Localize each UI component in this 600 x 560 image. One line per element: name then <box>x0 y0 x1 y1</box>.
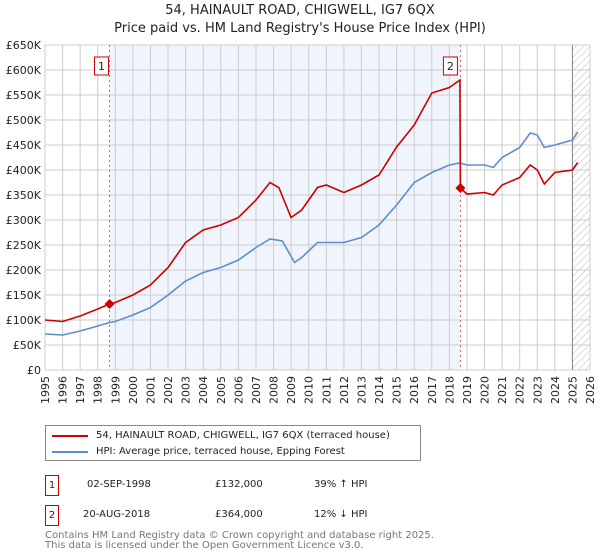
x-tick-label: 2005 <box>215 376 228 404</box>
y-tick-label: £600K <box>6 64 42 77</box>
sale-point-marker <box>455 183 466 193</box>
transaction-hpi: 39% ↑ HPI <box>314 479 368 490</box>
ownership-shade <box>109 45 461 370</box>
x-tick-label: 2021 <box>496 376 509 404</box>
x-tick-label: 2022 <box>514 376 527 404</box>
x-tick-label: 2002 <box>162 376 175 404</box>
y-tick-label: £400K <box>6 164 42 177</box>
y-tick-label: £550K <box>6 89 42 102</box>
transaction-badge: 1 <box>45 475 59 496</box>
chart-subtitle: Price paid vs. HM Land Registry's House … <box>114 21 486 36</box>
sale-label: 1 <box>98 60 105 73</box>
y-tick-label: £100K <box>6 314 42 327</box>
y-tick-label: £50K <box>13 339 42 352</box>
y-tick-label: £450K <box>6 139 42 152</box>
transaction-row: 1 02-SEP-1998 £132,000 39% ↑ HPI <box>45 475 565 496</box>
sale-point-marker <box>104 299 115 309</box>
sale-label: 2 <box>447 60 454 73</box>
x-tick-label: 2024 <box>549 376 562 404</box>
x-tick-label: 2019 <box>461 376 474 404</box>
sale-label-box <box>94 56 110 76</box>
x-tick-label: 2013 <box>355 376 368 404</box>
transaction-date: 02-SEP-1998 <box>87 479 151 490</box>
y-tick-label: £650K <box>6 39 42 52</box>
y-tick-label: £0 <box>27 364 41 377</box>
x-tick-label: 1998 <box>92 376 105 404</box>
y-tick-label: £350K <box>6 189 42 202</box>
x-tick-label: 1997 <box>74 376 87 404</box>
transaction-badge: 2 <box>45 505 59 526</box>
x-tick-label: 2001 <box>144 376 157 404</box>
x-tick-label: 2009 <box>285 376 298 404</box>
x-tick-label: 2003 <box>180 376 193 404</box>
x-tick-label: 2017 <box>426 376 439 404</box>
hpi-line <box>44 131 579 336</box>
x-tick-label: 2018 <box>443 376 456 404</box>
transaction-price: £364,000 <box>215 509 263 520</box>
x-tick-label: 2006 <box>232 376 245 404</box>
x-tick-label: 2011 <box>320 376 333 404</box>
x-tick-label: 2008 <box>268 376 281 404</box>
x-tick-label: 2015 <box>391 376 404 404</box>
y-tick-label: £300K <box>6 214 42 227</box>
transaction-hpi: 12% ↓ HPI <box>314 509 368 520</box>
footer-copyright: Contains HM Land Registry data © Crown c… <box>45 530 434 541</box>
transaction-date: 20-AUG-2018 <box>83 509 151 520</box>
sale-label-box <box>442 56 458 76</box>
x-tick-label: 1995 <box>39 376 52 404</box>
legend: 54, HAINAULT ROAD, CHIGWELL, IG7 6QX (te… <box>45 425 421 461</box>
y-tick-label: £150K <box>6 289 42 302</box>
property-price-line <box>44 78 579 323</box>
y-tick-label: £500K <box>6 114 42 127</box>
price-chart: 1995 1996 1997 1998 1999 2000 2001 2002 2003 2004… <box>6 39 597 404</box>
x-tick-label: 2025 <box>566 376 579 404</box>
x-tick-label: 2012 <box>338 376 351 404</box>
footer: Contains HM Land Registry data © Crown c… <box>45 531 434 551</box>
legend-blue-line <box>52 450 88 453</box>
y-tick-label: £250K <box>6 239 42 252</box>
legend-red-line <box>52 434 88 437</box>
x-tick-label: 2000 <box>127 376 140 404</box>
x-tick-label: 2020 <box>479 376 492 404</box>
x-tick-label: 2007 <box>250 376 263 404</box>
x-tick-label: 2023 <box>531 376 544 404</box>
forecast-hatch <box>572 45 590 370</box>
x-tick-label: 2010 <box>303 376 316 404</box>
x-tick-label: 1999 <box>109 376 122 404</box>
legend-hpi: HPI: Average price, terraced house, Eppi… <box>96 446 345 457</box>
footer-licence: This data is licensed under the Open Gov… <box>45 540 364 551</box>
y-tick-label: £200K <box>6 264 42 277</box>
legend-property: 54, HAINAULT ROAD, CHIGWELL, IG7 6QX (te… <box>96 430 390 441</box>
x-tick-label: 1996 <box>57 376 70 404</box>
transaction-row: 2 20-AUG-2018 £364,000 12% ↓ HPI <box>45 505 565 526</box>
transaction-price: £132,000 <box>215 479 263 490</box>
chart-title: 54, HAINAULT ROAD, CHIGWELL, IG7 6QX <box>165 3 435 18</box>
x-tick-label: 2004 <box>197 376 210 404</box>
x-tick-label: 2026 <box>584 376 597 404</box>
x-tick-label: 2014 <box>373 376 386 404</box>
x-tick-label: 2016 <box>408 376 421 404</box>
